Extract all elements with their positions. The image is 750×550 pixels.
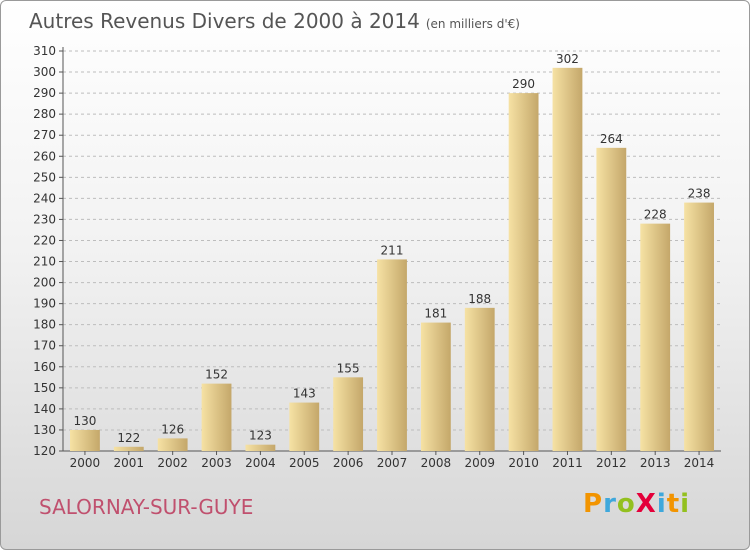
chart-subtitle: (en milliers d'€) bbox=[425, 17, 520, 31]
y-tick-label: 220 bbox=[33, 233, 56, 247]
bars bbox=[70, 67, 714, 452]
bar-2007 bbox=[377, 259, 407, 451]
y-tick-label: 140 bbox=[33, 402, 56, 416]
x-tick-label-2002: 2002 bbox=[157, 456, 188, 470]
y-tick-label: 290 bbox=[33, 86, 56, 100]
tick-labels: 120 130 140 150 160 170 180 190 200 210 220 230 240 2… bbox=[33, 44, 714, 470]
value-label-2003: 152 bbox=[205, 368, 228, 382]
x-tick-label-2014: 2014 bbox=[684, 456, 715, 470]
bar-2010 bbox=[508, 93, 539, 452]
y-tick-label: 120 bbox=[33, 444, 56, 458]
bar-2011 bbox=[552, 67, 583, 451]
bar-2002 bbox=[157, 438, 188, 451]
bar-2006 bbox=[333, 377, 364, 451]
logo-letter: i bbox=[656, 489, 667, 519]
bar-2003 bbox=[201, 383, 232, 451]
y-tick-label: 230 bbox=[33, 212, 56, 226]
chart-title-text: Autres Revenus Divers de 2000 à 2014 bbox=[29, 9, 420, 33]
logo-letter: P bbox=[583, 489, 604, 519]
value-label-2010: 290 bbox=[512, 77, 535, 91]
x-tick-label-2001: 2001 bbox=[114, 456, 145, 470]
x-tick-label-2013: 2013 bbox=[640, 456, 671, 470]
value-label-2009: 188 bbox=[468, 292, 491, 306]
y-tick-label: 280 bbox=[33, 107, 56, 121]
x-tick-label-2008: 2008 bbox=[421, 456, 452, 470]
value-label-2014: 238 bbox=[688, 187, 711, 201]
bar-2013 bbox=[640, 223, 671, 451]
x-tick-label-2004: 2004 bbox=[245, 456, 276, 470]
logo-letter: o bbox=[616, 489, 636, 519]
value-label-2001: 122 bbox=[117, 431, 140, 445]
y-tick-label: 300 bbox=[33, 65, 56, 79]
value-label-2004: 123 bbox=[249, 429, 272, 443]
y-tick-label: 260 bbox=[33, 149, 56, 163]
y-tick-label: 210 bbox=[33, 255, 56, 269]
value-label-2002: 126 bbox=[161, 422, 184, 436]
value-label-2008: 181 bbox=[424, 307, 447, 321]
y-tick-label: 150 bbox=[33, 381, 56, 395]
value-label-2013: 228 bbox=[644, 208, 667, 222]
bar-2014 bbox=[684, 202, 714, 451]
y-tick-label: 240 bbox=[33, 191, 56, 205]
logo-letter: r bbox=[603, 489, 617, 519]
x-tick-label-2011: 2011 bbox=[552, 456, 583, 470]
y-tick-label: 160 bbox=[33, 360, 56, 374]
value-label-2006: 155 bbox=[337, 361, 360, 375]
y-tick-label: 130 bbox=[33, 423, 56, 437]
logo-letter: i bbox=[680, 489, 691, 519]
x-tick-label-2000: 2000 bbox=[70, 456, 101, 470]
logo-letter: X bbox=[635, 489, 657, 519]
bar-2004 bbox=[245, 444, 276, 451]
y-tick-label: 200 bbox=[33, 276, 56, 290]
x-tick-label-2005: 2005 bbox=[289, 456, 320, 470]
value-label-2007: 211 bbox=[381, 243, 404, 257]
y-tick-label: 250 bbox=[33, 170, 56, 184]
y-tick-label: 190 bbox=[33, 297, 56, 311]
x-tick-label-2010: 2010 bbox=[508, 456, 539, 470]
bar-2005 bbox=[289, 402, 320, 451]
value-label-2005: 143 bbox=[293, 387, 316, 401]
chart-title: Autres Revenus Divers de 2000 à 2014 (en … bbox=[29, 9, 520, 33]
value-label-2011: 302 bbox=[556, 52, 579, 66]
value-label-2012: 264 bbox=[600, 132, 623, 146]
value-labels: 130 122 126 152 123 143 155 211 181 188 290 302 264 2… bbox=[73, 52, 710, 445]
y-tick-label: 270 bbox=[33, 128, 56, 142]
x-tick-label-2007: 2007 bbox=[377, 456, 408, 470]
bar-2012 bbox=[596, 147, 627, 451]
y-tick-label: 180 bbox=[33, 318, 56, 332]
logo-letter: t bbox=[666, 489, 681, 519]
value-label-2000: 130 bbox=[73, 414, 96, 428]
bar-2008 bbox=[420, 322, 451, 451]
bar-2009 bbox=[464, 307, 495, 451]
x-tick-label-2009: 2009 bbox=[464, 456, 495, 470]
x-tick-label-2006: 2006 bbox=[333, 456, 364, 470]
commune-name: SALORNAY-SUR-GUYE bbox=[39, 495, 254, 519]
x-tick-label-2003: 2003 bbox=[201, 456, 232, 470]
bar-2001 bbox=[113, 446, 144, 451]
y-tick-label: 310 bbox=[33, 44, 56, 58]
proxiti-logo[interactable]: ProXiti bbox=[583, 489, 690, 519]
y-tick-label: 170 bbox=[33, 339, 56, 353]
x-tick-label-2012: 2012 bbox=[596, 456, 627, 470]
bar-2000 bbox=[70, 429, 100, 451]
